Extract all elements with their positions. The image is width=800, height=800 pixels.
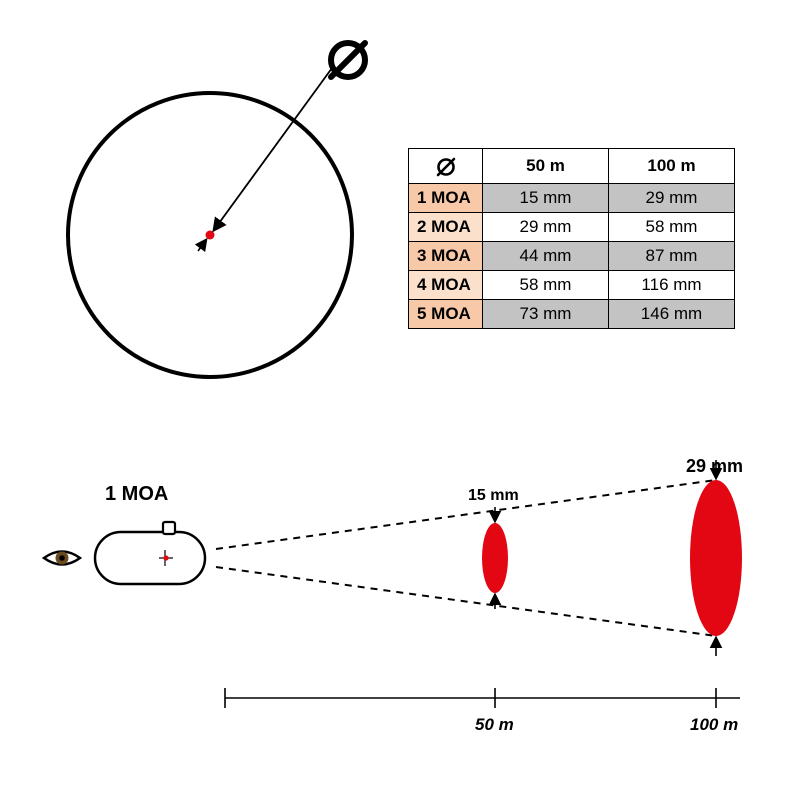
diagram-canvas: 1 MOA 15 mm 29 mm 50 m 100 m (0, 0, 800, 800)
dot-size-100m (690, 480, 742, 636)
cell-value: 29 mm (609, 184, 735, 213)
eye-icon (44, 552, 80, 565)
cell-value: 58 mm (483, 271, 609, 300)
table-header-100m: 100 m (609, 149, 735, 184)
cell-value: 116 mm (609, 271, 735, 300)
row-label: 1 MOA (409, 184, 483, 213)
cell-value: 29 mm (483, 213, 609, 242)
scope-icon (95, 522, 205, 584)
diameter-symbol-icon (331, 43, 365, 77)
cell-value: 58 mm (609, 213, 735, 242)
moa-size-table: 50 m 100 m 1 MOA 15 mm 29 mm 2 MOA 29 mm… (408, 148, 735, 329)
table-header-50m: 50 m (483, 149, 609, 184)
table-header-diameter (409, 149, 483, 184)
cell-value: 15 mm (483, 184, 609, 213)
table-row: 3 MOA 44 mm 87 mm (409, 242, 735, 271)
sight-circle-group (68, 43, 365, 377)
table-row: 2 MOA 29 mm 58 mm (409, 213, 735, 242)
table-row: 4 MOA 58 mm 116 mm (409, 271, 735, 300)
row-label: 4 MOA (409, 271, 483, 300)
label-15mm: 15 mm (468, 487, 519, 504)
row-label: 2 MOA (409, 213, 483, 242)
label-29mm: 29 mm (686, 456, 743, 476)
cell-value: 87 mm (609, 242, 735, 271)
axis-label-50m: 50 m (475, 715, 514, 734)
axis-label-100m: 100 m (690, 715, 738, 734)
row-label: 3 MOA (409, 242, 483, 271)
cell-value: 44 mm (483, 242, 609, 271)
dot-size-50m (482, 523, 508, 593)
moa-title: 1 MOA (105, 483, 168, 505)
cell-value: 146 mm (609, 300, 735, 329)
cone-diagram: 1 MOA 15 mm 29 mm 50 m 100 m (44, 456, 743, 734)
table-row: 1 MOA 15 mm 29 mm (409, 184, 735, 213)
cell-value: 73 mm (483, 300, 609, 329)
table-row: 5 MOA 73 mm 146 mm (409, 300, 735, 329)
row-label: 5 MOA (409, 300, 483, 329)
